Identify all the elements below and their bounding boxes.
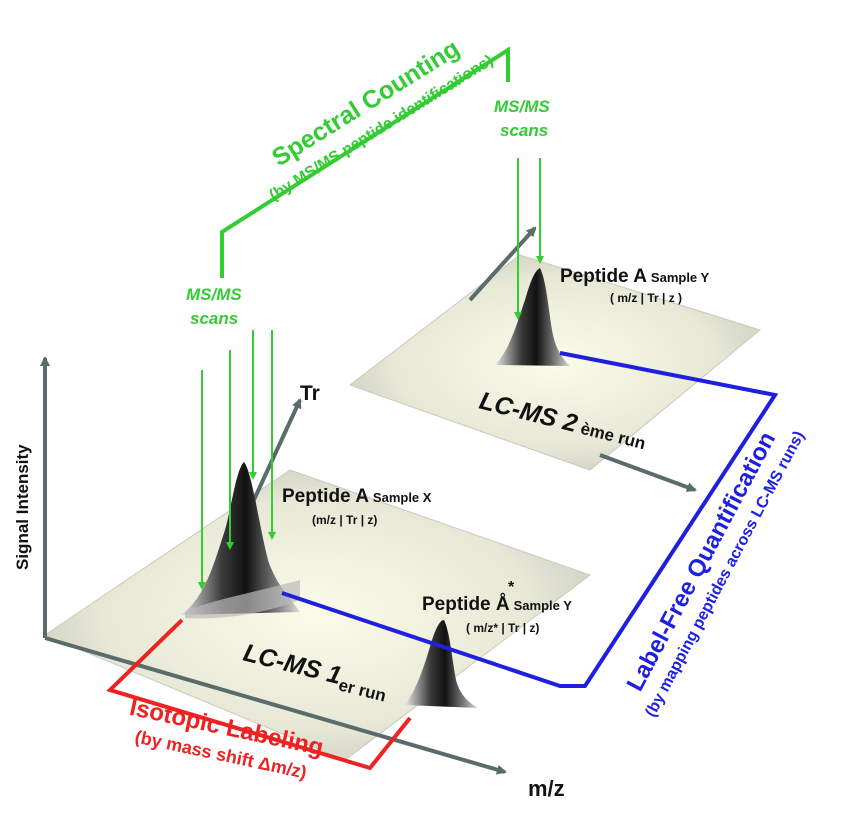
peptide-a-sample-y-info: ( m/z | Tr | z ) [610, 291, 682, 305]
run2-mz-axis [599, 453, 697, 492]
lcms1-plane [43, 469, 592, 761]
peptide-a-sample-x-info: (m/z | Tr | z) [312, 513, 377, 527]
peptide-a-sample-y-label: Peptide A Sample Y [560, 266, 710, 287]
mz-axis [44, 636, 507, 775]
msms-scan-arrows-run2 [514, 158, 544, 320]
peak-peptide-a-sample-y [495, 268, 570, 366]
label-free-title: Label-Free Quantification [622, 427, 782, 695]
peptide-a-star-sample-y-label: Peptide Å Sample Y [422, 594, 572, 615]
msms-scan-arrows-run1 [198, 330, 276, 590]
msms-label-right-line1: MS/MS [494, 97, 550, 116]
msms-label-left-line2: scans [190, 309, 238, 328]
peak-peptide-a-sample-x [180, 462, 300, 619]
peptide-a-sample-y-name: Peptide A [560, 266, 647, 287]
tr-axis-label: Tr [300, 382, 320, 405]
spectral-counting-bracket [220, 46, 510, 278]
label-free-connector [281, 351, 779, 688]
peptide-a-star-sample-y-name: Peptide Å [422, 594, 510, 615]
peptide-a-sample-y-sample: Sample Y [651, 270, 710, 285]
signal-intensity-label: Signal Intensity [13, 444, 32, 570]
peptide-a-sample-x-name: Peptide A [282, 486, 369, 507]
msms-label-right-line2: scans [500, 121, 548, 140]
peptide-a-sample-x-sample: Sample X [373, 490, 432, 505]
run2-tr-axis [468, 226, 537, 302]
peptide-a-star-sample-y-sample: Sample Y [514, 598, 573, 613]
peptide-a-sample-x-label: Peptide A Sample X [282, 486, 432, 507]
peptide-a-star-mark: * [508, 579, 515, 596]
mz-axis-label: m/z [528, 776, 565, 801]
peptide-a-star-sample-y-info: ( m/z* | Tr | z) [466, 621, 539, 635]
msms-label-left-line1: MS/MS [186, 285, 242, 304]
isotopic-labeling-connector [106, 618, 412, 771]
peak-peptide-a-star-sample-y [405, 620, 478, 708]
